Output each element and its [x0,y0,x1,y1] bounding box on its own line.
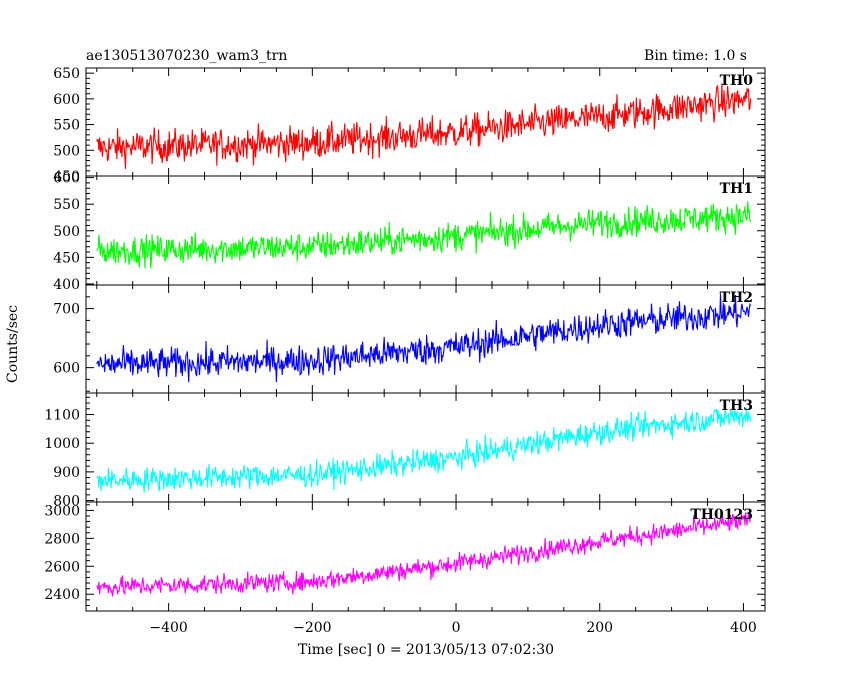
y-tick-label: 700 [53,302,80,318]
y-tick-label: 2600 [44,559,80,575]
bin-time-label: Bin time: 1.0 s [644,48,747,64]
x-tick-label: 400 [730,620,757,636]
x-tick-label: −400 [149,620,187,636]
x-tick-label: −200 [293,620,331,636]
y-tick-label: 1000 [44,436,80,452]
panel-th3: 800 900 1000 1100 TH3 [44,392,766,510]
panel-frame [85,392,766,503]
chart-title: ae130513070230_wam3_trn [86,48,287,64]
y-tick-label: 450 [53,250,80,266]
series-line-th0 [96,83,752,169]
y-tick-label: 400 [53,277,80,293]
x-tick-label: 0 [452,620,461,636]
y-tick-label: 800 [53,494,80,510]
y-tick-label: 900 [53,465,80,481]
panel-th0: 450 500 550 600 650 TH0 [53,66,766,185]
y-tick-label: 500 [53,224,80,240]
series-line-th1 [96,201,752,269]
x-tick-label: 200 [586,620,613,636]
y-tick-label: 2400 [44,587,80,603]
panel-th2: 600 700 TH2 [53,284,766,394]
panel-label-th2: TH2 [720,290,753,306]
y-tick-label: 600 [53,171,80,187]
y-tick-label: 550 [53,118,80,134]
y-tick-label: 600 [53,361,80,377]
panels: 450 500 550 600 650 TH0 400 450 500 550 600 TH1 600 7… [44,66,766,636]
panel-label-th0123: TH0123 [690,507,753,523]
panel-label-th1: TH1 [720,181,753,197]
y-tick-label: 450 [53,169,80,185]
y-tick-label: 500 [53,143,80,159]
series-line-th2 [96,294,752,383]
series-line-th0123 [96,511,752,597]
y-tick-label: 650 [53,66,80,82]
y-tick-label: 550 [53,197,80,213]
y-tick-label: 600 [53,92,80,108]
y-tick-label: 3000 [44,503,80,519]
panel-label-th0: TH0 [720,73,754,89]
panel-th1: 400 450 500 550 600 TH1 [53,171,766,293]
y-tick-label: 1100 [44,408,80,424]
panel-frame [85,67,766,177]
x-axis-label: Time [sec] 0 = 2013/05/13 07:02:30 [298,642,554,658]
panel-th0123: 2400 2600 2800 3000 TH0123 [44,501,766,612]
panel-label-th3: TH3 [720,398,753,414]
series-line-th3 [96,407,752,493]
y-axis-label: Counts/sec [5,305,21,383]
panel-frame [85,284,766,394]
panel-frame [85,501,766,612]
y-tick-label: 2800 [44,531,80,547]
